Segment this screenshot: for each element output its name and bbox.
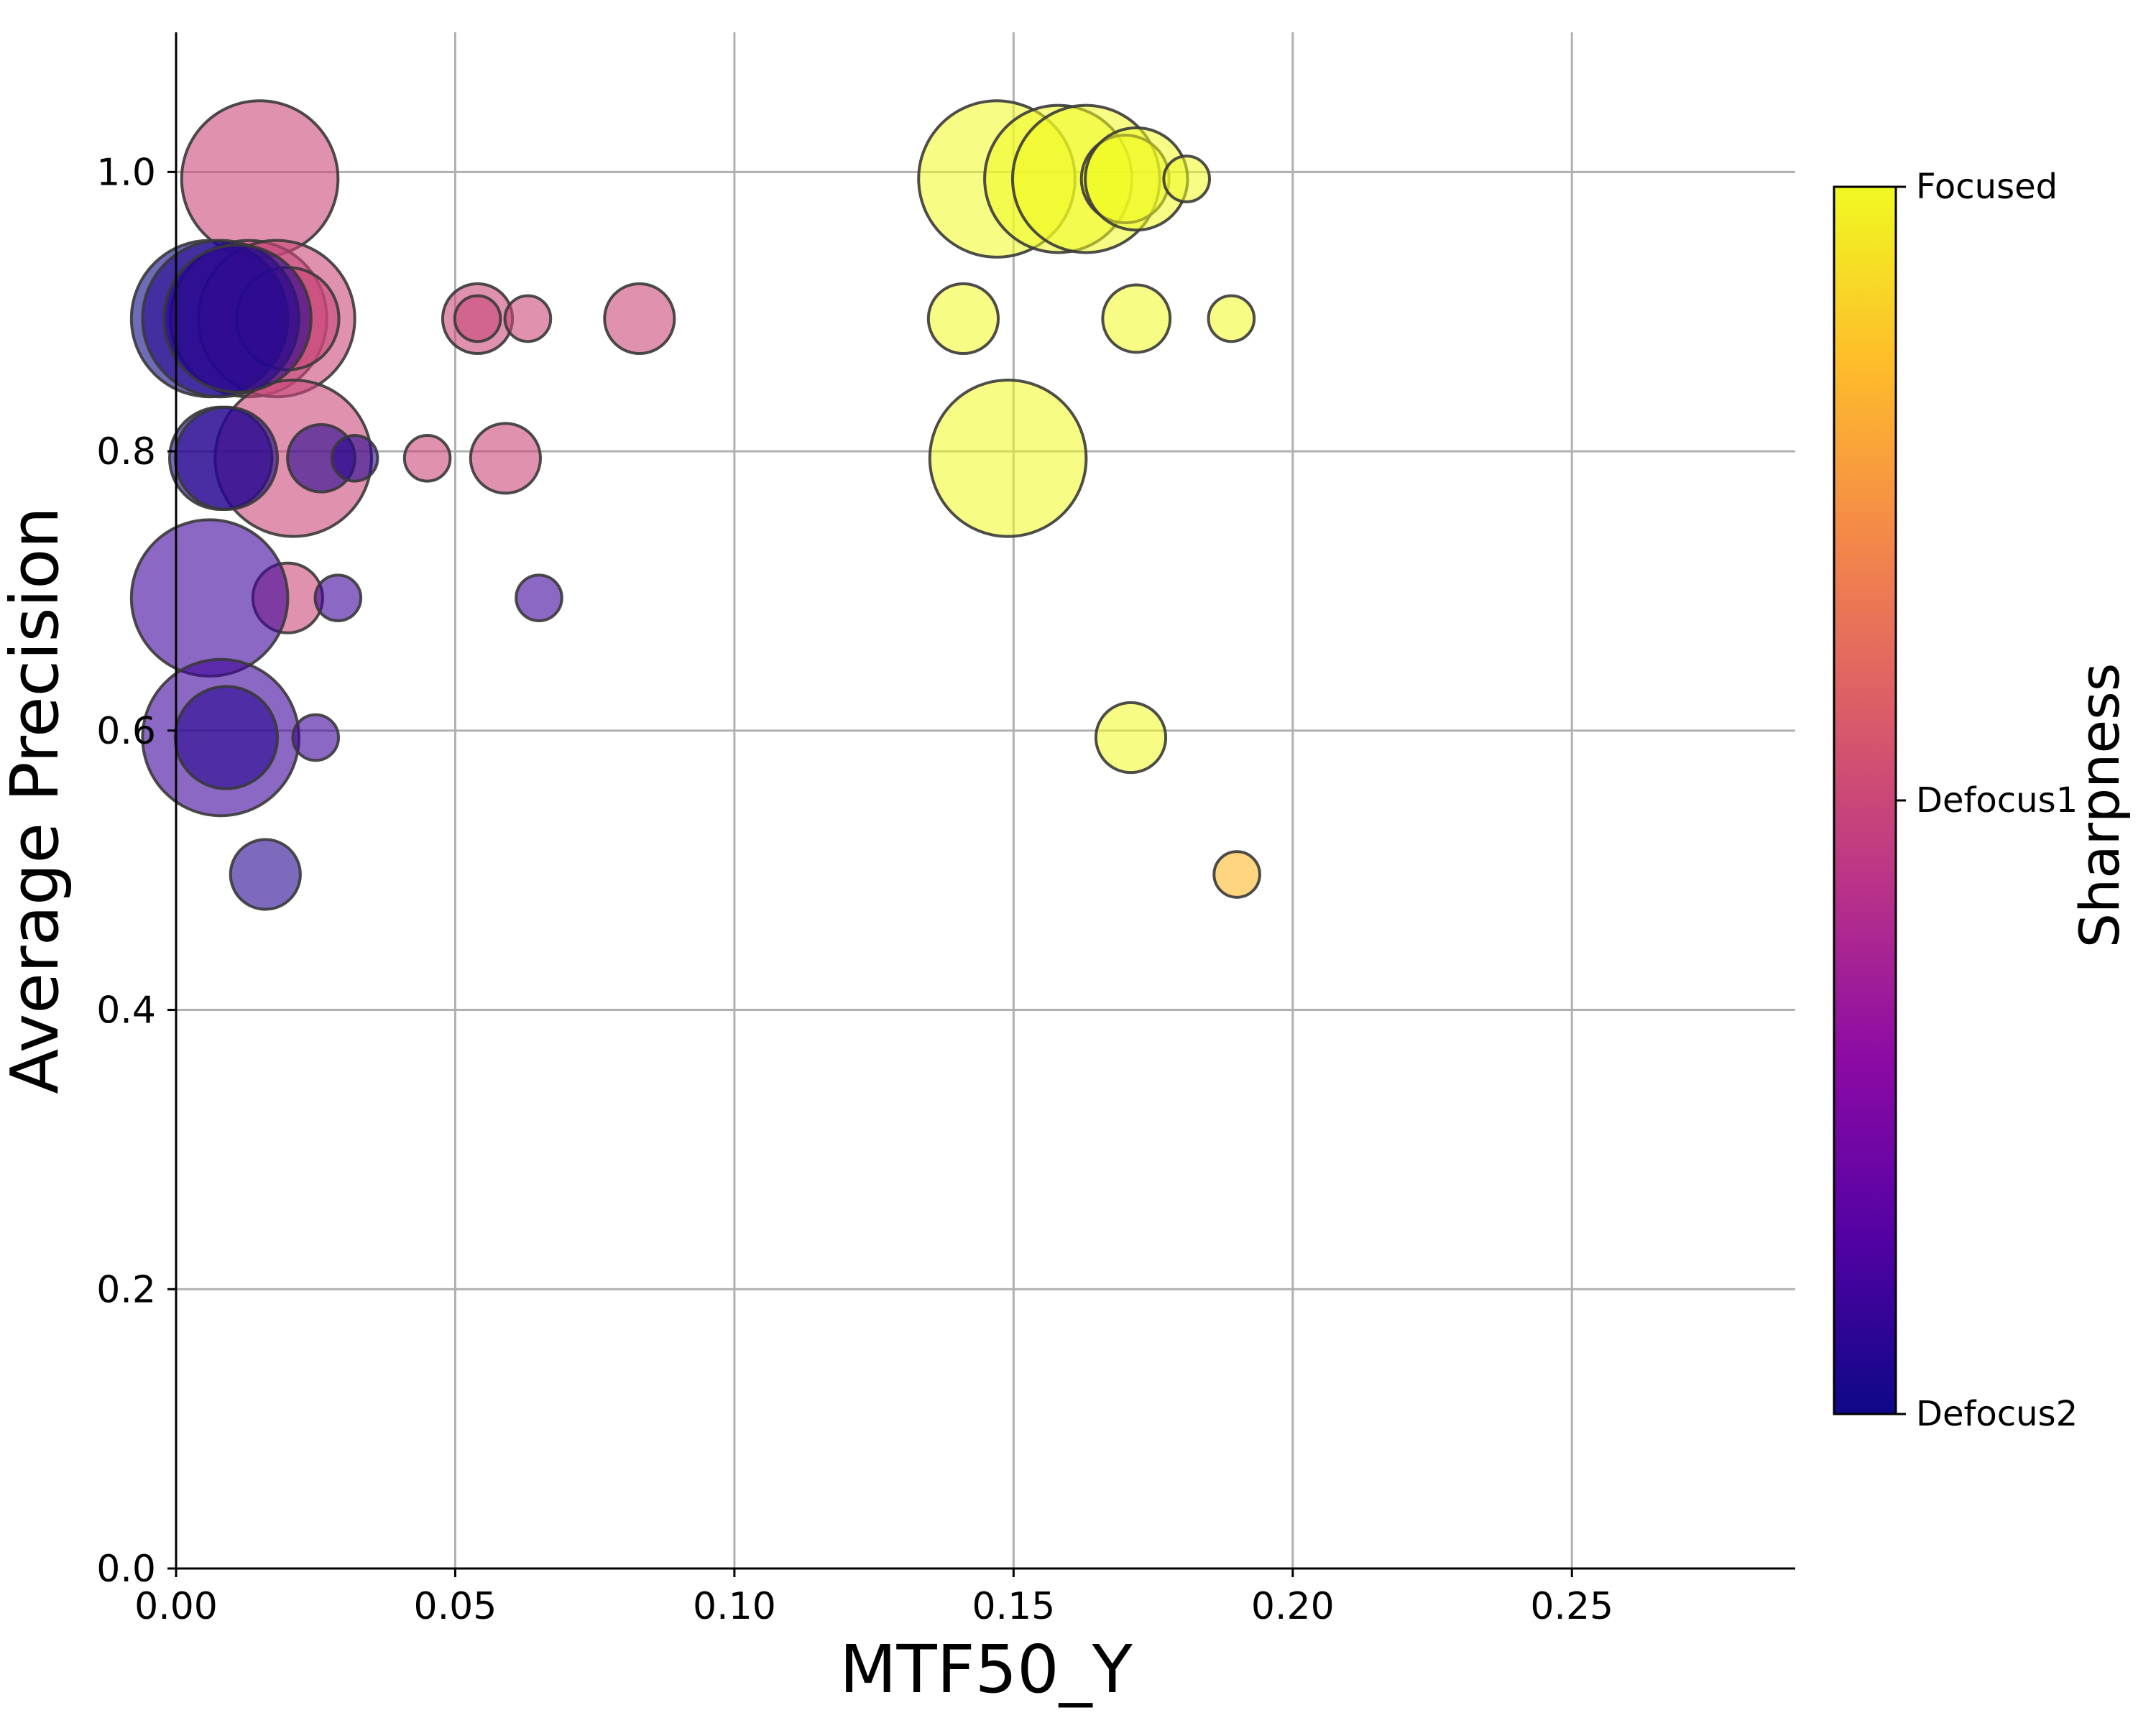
y-tick-label: 1.0 — [96, 151, 156, 194]
data-point — [402, 434, 452, 483]
data-point — [926, 282, 1000, 356]
data-point — [173, 685, 280, 790]
data-point — [291, 713, 341, 762]
gridlines — [176, 32, 1795, 1568]
colorbar: Defocus2 Defocus1 Focused Sharpness — [1833, 167, 2132, 1434]
data-points — [129, 99, 1261, 911]
data-point — [1212, 850, 1261, 899]
data-point — [1101, 283, 1172, 354]
data-point — [515, 573, 563, 622]
data-point — [503, 294, 553, 343]
data-point — [229, 838, 302, 911]
colorbar-tick-label: Focused — [1916, 167, 2058, 207]
axes — [167, 32, 1795, 1577]
x-tick-label: 0.25 — [1530, 1585, 1613, 1628]
x-tick-label: 0.20 — [1251, 1585, 1335, 1628]
data-point — [469, 422, 542, 495]
data-point — [1207, 294, 1256, 343]
y-tick-label: 0.2 — [96, 1268, 156, 1311]
x-axis-title: MTF50_Y — [839, 1631, 1133, 1708]
y-tick-label: 0.8 — [96, 430, 156, 473]
x-tick-label: 0.10 — [693, 1585, 776, 1628]
x-tick-label: 0.00 — [134, 1585, 218, 1628]
y-tick-labels: 0.0 0.2 0.4 0.6 0.8 1.0 — [96, 151, 156, 1591]
x-tick-labels: 0.00 0.05 0.10 0.15 0.20 0.25 — [134, 1585, 1613, 1628]
y-tick-label: 0.0 — [96, 1548, 156, 1591]
colorbar-tick-label: Defocus2 — [1916, 1394, 2078, 1434]
data-point — [928, 379, 1088, 538]
data-point — [313, 573, 363, 622]
x-tick-label: 0.05 — [414, 1585, 497, 1628]
data-point — [603, 282, 676, 356]
data-point — [1162, 154, 1211, 203]
data-point — [180, 99, 340, 259]
colorbar-ticks: Defocus2 Defocus1 Focused — [1896, 167, 2078, 1434]
y-tick-label: 0.4 — [96, 989, 156, 1032]
colorbar-gradient — [1833, 185, 1897, 1415]
data-point — [453, 294, 502, 343]
data-point — [173, 405, 280, 512]
data-point — [129, 518, 290, 678]
y-tick-label: 0.6 — [96, 710, 156, 753]
data-point — [162, 244, 313, 394]
data-point — [1094, 701, 1168, 775]
x-tick-label: 0.15 — [972, 1585, 1055, 1628]
y-axis-title: Average Precision — [0, 507, 73, 1094]
colorbar-title: Sharpness — [2068, 663, 2132, 948]
data-point — [330, 434, 379, 483]
colorbar-tick-label: Defocus1 — [1916, 780, 2078, 821]
